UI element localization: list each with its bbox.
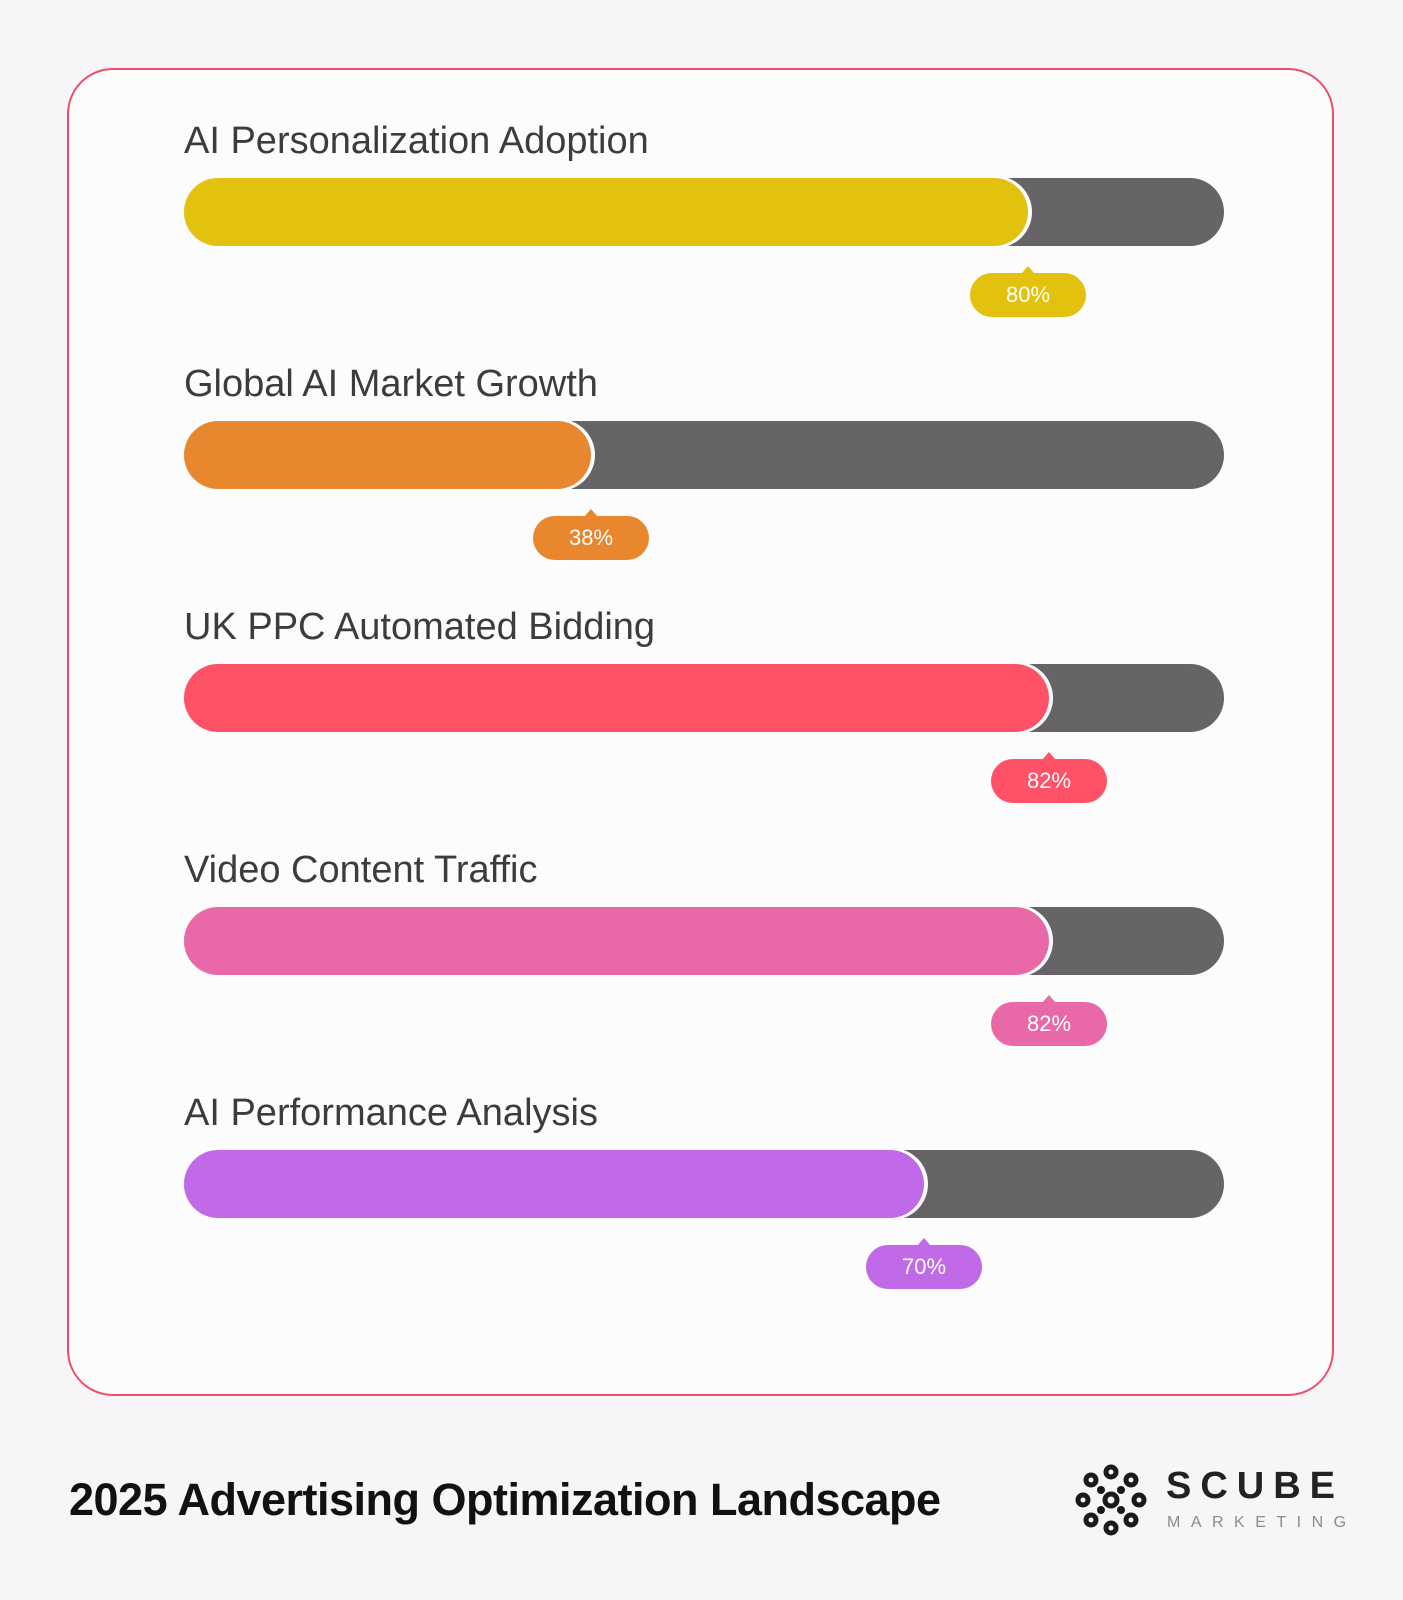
bar (184, 178, 1028, 246)
bar-value-label: 82% (991, 1002, 1107, 1046)
bar-value-label: 38% (533, 516, 649, 560)
bar-track (184, 421, 1224, 489)
bar-category-label: Global AI Market Growth (184, 363, 598, 405)
bar-value-label: 82% (991, 759, 1107, 803)
bar-category-label: AI Personalization Adoption (184, 120, 649, 162)
scube-logo-icon (1075, 1464, 1147, 1536)
bar-category-label: Video Content Traffic (184, 849, 538, 891)
bar-track (184, 1150, 1224, 1218)
bar-category-label: AI Performance Analysis (184, 1092, 598, 1134)
bar (184, 1150, 924, 1218)
bar-category-label: UK PPC Automated Bidding (184, 606, 656, 648)
bar (184, 664, 1049, 732)
bar-track (184, 664, 1224, 732)
brand-name: SCUBE (1166, 1465, 1345, 1507)
chart-title: 2025 Advertising Optimization Landscape (69, 1474, 941, 1525)
brand-tagline: MARKETING (1167, 1514, 1357, 1531)
bar-track (184, 178, 1224, 246)
bar (184, 907, 1049, 975)
bar-value-label: 80% (970, 273, 1086, 317)
bar-value-label: 70% (866, 1245, 982, 1289)
bar-track (184, 907, 1224, 975)
brand-logo: SCUBE MARKETING (1074, 1459, 1374, 1539)
bar (184, 421, 591, 489)
